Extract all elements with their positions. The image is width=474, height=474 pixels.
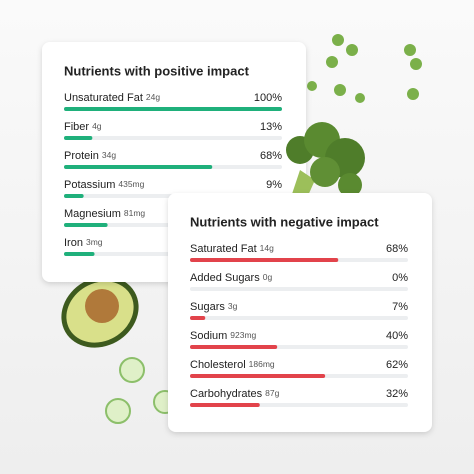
nutrient-name: Saturated Fat bbox=[190, 243, 257, 255]
nutrient-amount: 3mg bbox=[86, 237, 103, 247]
bar-track bbox=[190, 316, 408, 320]
nutrient-name: Sodium bbox=[190, 330, 227, 342]
nutrient-name: Iron bbox=[64, 237, 83, 249]
nutrient-percent: 7% bbox=[392, 301, 408, 313]
avocado bbox=[61, 276, 139, 348]
bar bbox=[64, 252, 95, 256]
nutrient-label: Saturated Fat 14g bbox=[190, 243, 274, 255]
nutrient-percent: 68% bbox=[386, 243, 408, 255]
bar bbox=[190, 316, 206, 320]
nutrient-name: Fiber bbox=[64, 121, 89, 133]
nutrient-label: Added Sugars 0g bbox=[190, 272, 272, 284]
bar bbox=[64, 107, 282, 111]
nutrient-label: Potassium 435mg bbox=[64, 179, 145, 191]
nutrient-name: Sugars bbox=[190, 301, 225, 313]
peas bbox=[307, 34, 422, 103]
nutrient-percent: 68% bbox=[260, 150, 282, 162]
broccoli bbox=[285, 122, 365, 218]
bar-track bbox=[190, 287, 408, 291]
nutrient-amount: 186mg bbox=[249, 359, 275, 369]
nutrient-amount: 14g bbox=[260, 243, 274, 253]
nutrient-percent: 13% bbox=[260, 121, 282, 133]
bar bbox=[64, 165, 213, 169]
nutrient-amount: 4g bbox=[92, 121, 102, 131]
nutrient-label: Carbohydrates 87g bbox=[190, 388, 280, 400]
nutrient-label: Iron 3mg bbox=[64, 237, 103, 249]
card-background bbox=[168, 193, 432, 432]
bar bbox=[64, 136, 93, 140]
card: Nutrients with negative impact Saturated … bbox=[168, 193, 432, 432]
bar bbox=[64, 223, 108, 227]
bar bbox=[190, 345, 278, 349]
card-title: Nutrients with negative impact bbox=[190, 214, 379, 229]
nutrient-name: Carbohydrates bbox=[190, 388, 263, 400]
nutrient-name: Cholesterol bbox=[190, 359, 246, 371]
nutrient-label: Protein 34g bbox=[64, 150, 116, 162]
nutrient-name: Potassium bbox=[64, 179, 115, 191]
nutrient-name: Protein bbox=[64, 150, 99, 162]
nutrient-amount: 81mg bbox=[124, 208, 146, 218]
nutrient-percent: 62% bbox=[386, 359, 408, 371]
nutrient-percent: 32% bbox=[386, 388, 408, 400]
bar bbox=[190, 403, 260, 407]
nutrient-amount: 3g bbox=[228, 301, 238, 311]
nutrient-label: Magnesium 81mg bbox=[64, 208, 145, 220]
nutrient-label: Unsaturated Fat 24g bbox=[64, 92, 160, 104]
nutrient-name: Added Sugars bbox=[190, 272, 260, 284]
nutrient-name: Unsaturated Fat bbox=[64, 92, 143, 104]
nutrient-amount: 0g bbox=[263, 272, 273, 282]
bar bbox=[190, 258, 339, 262]
nutrient-percent: 9% bbox=[266, 179, 282, 191]
card-title: Nutrients with positive impact bbox=[64, 63, 250, 78]
nutrient-amount: 87g bbox=[265, 388, 279, 398]
nutrient-amount: 34g bbox=[102, 150, 116, 160]
nutrient-label: Sodium 923mg bbox=[190, 330, 257, 342]
nutrient-amount: 923mg bbox=[230, 330, 256, 340]
nutrient-amount: 435mg bbox=[118, 179, 144, 189]
nutrient-percent: 0% bbox=[392, 272, 408, 284]
bar bbox=[64, 194, 84, 198]
nutrient-label: Cholesterol 186mg bbox=[190, 359, 275, 371]
bar bbox=[190, 374, 326, 378]
nutrient-percent: 100% bbox=[254, 92, 282, 104]
nutrient-percent: 40% bbox=[386, 330, 408, 342]
nutrient-name: Magnesium bbox=[64, 208, 121, 220]
bar-track bbox=[64, 136, 282, 140]
nutrient-amount: 24g bbox=[146, 92, 160, 102]
nutrient-label: Fiber 4g bbox=[64, 121, 102, 133]
nutrient-label: Sugars 3g bbox=[190, 301, 238, 313]
